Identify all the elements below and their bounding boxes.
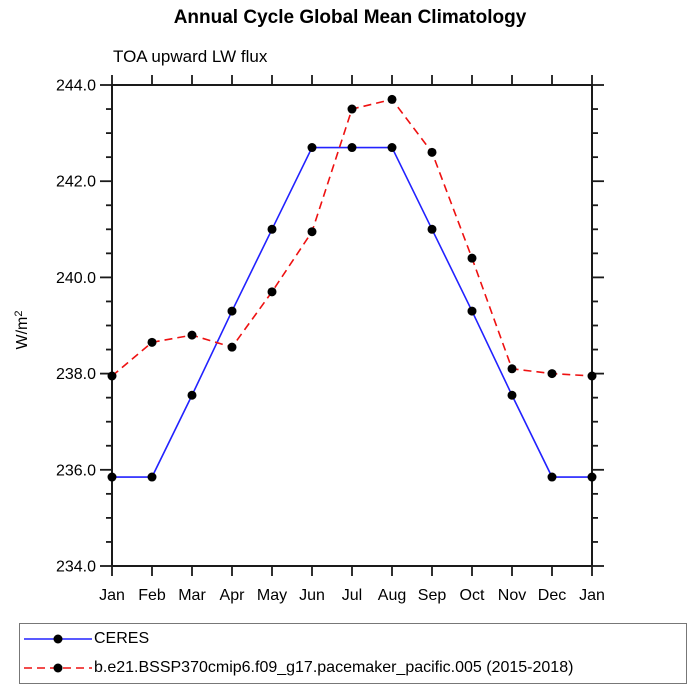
x-tick-label: Jan (99, 587, 125, 604)
x-tick-label: May (257, 587, 287, 604)
legend-item-ceres: CERES (20, 626, 686, 652)
data-point (107, 472, 117, 482)
chart-subtitle: TOA upward LW flux (113, 47, 268, 66)
chart-title: Annual Cycle Global Mean Climatology (173, 7, 527, 28)
y-tick-label: 238.0 (56, 366, 96, 383)
y-tick-label: 234.0 (56, 559, 96, 576)
legend-label: b.e21.BSSP370cmip6.f09_g17.pacemaker_pac… (94, 658, 574, 676)
y-tick-label: 244.0 (56, 78, 96, 95)
x-tick-label: Nov (498, 587, 526, 604)
data-point (547, 369, 557, 379)
data-point (187, 390, 197, 400)
data-point (587, 371, 597, 381)
legend-label: CERES (94, 630, 150, 648)
data-point (467, 306, 477, 316)
x-tick-label: Jan (579, 587, 605, 604)
x-tick-label: Sep (418, 587, 447, 604)
data-point (147, 337, 157, 347)
data-point (267, 287, 277, 297)
x-tick-label: Aug (378, 587, 406, 604)
legend-marker (53, 663, 63, 673)
data-point (507, 390, 517, 400)
x-tick-label: Feb (138, 587, 166, 604)
data-point (347, 104, 357, 114)
y-axis-title: W/m2 (13, 311, 31, 350)
y-tick-label: 236.0 (56, 462, 96, 479)
data-point (267, 224, 277, 234)
data-point (227, 342, 237, 352)
data-point (147, 472, 157, 482)
data-point (107, 371, 117, 381)
x-tick-label: Jun (299, 587, 325, 604)
data-point (467, 253, 477, 263)
x-tick-label: Dec (538, 587, 566, 604)
data-point (187, 330, 197, 340)
x-tick-label: Mar (178, 587, 206, 604)
data-point (347, 143, 357, 153)
data-point (307, 143, 317, 153)
series-line-model (111, 98, 593, 377)
y-tick-label: 242.0 (56, 174, 96, 191)
x-tick-label: Oct (460, 587, 485, 604)
legend-line-sample (24, 663, 92, 673)
data-point (227, 306, 237, 316)
legend-line-sample (24, 634, 92, 644)
data-point (307, 227, 317, 237)
data-point (507, 364, 517, 374)
legend-marker (53, 634, 63, 644)
x-tick-label: Jul (342, 587, 362, 604)
legend: CERES b.e21.BSSP370cmip6.f09_g17.pacemake… (19, 623, 687, 684)
series-line-ceres (112, 146, 592, 478)
legend-item-model: b.e21.BSSP370cmip6.f09_g17.pacemaker_pac… (20, 655, 686, 681)
annual-cycle-plot: Jan Feb Mar Apr May Jun Jul Aug Sep Oct Nov Dec Jan2… (13, 75, 605, 604)
y-tick-label: 240.0 (56, 270, 96, 287)
data-point (547, 472, 557, 482)
data-point (387, 143, 397, 153)
plot-frame (111, 84, 593, 567)
data-point (387, 94, 397, 104)
data-point (427, 224, 437, 234)
x-tick-label: Apr (220, 587, 246, 604)
data-point (427, 147, 437, 157)
data-point (587, 472, 597, 482)
